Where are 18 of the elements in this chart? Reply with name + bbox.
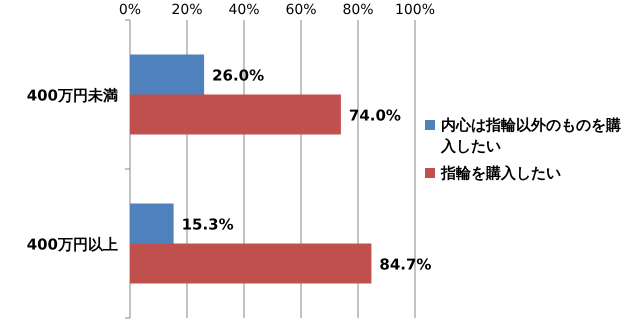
- bar: [130, 204, 174, 244]
- x-tick-label: 20%: [171, 2, 203, 18]
- data-label: 26.0%: [212, 66, 264, 84]
- x-tick-label: 60%: [285, 2, 317, 18]
- bar: [130, 54, 204, 94]
- x-tick-label: 40%: [228, 2, 260, 18]
- bar: [130, 94, 341, 134]
- x-tick-label: 80%: [342, 2, 374, 18]
- data-label: 15.3%: [182, 216, 234, 234]
- bar: [130, 244, 372, 284]
- x-tick-label: 0%: [118, 2, 142, 18]
- x-tick-label: 100%: [394, 2, 436, 18]
- y-tick-label: 400万円未満: [26, 86, 118, 104]
- data-label: 84.7%: [379, 256, 432, 274]
- legend-label: 内心は指輪以外のものを購入したい: [441, 115, 622, 157]
- data-label: 74.0%: [348, 106, 401, 124]
- legend-label: 指輪を購入したい: [441, 163, 561, 184]
- y-tick-label: 400万円以上: [26, 236, 118, 254]
